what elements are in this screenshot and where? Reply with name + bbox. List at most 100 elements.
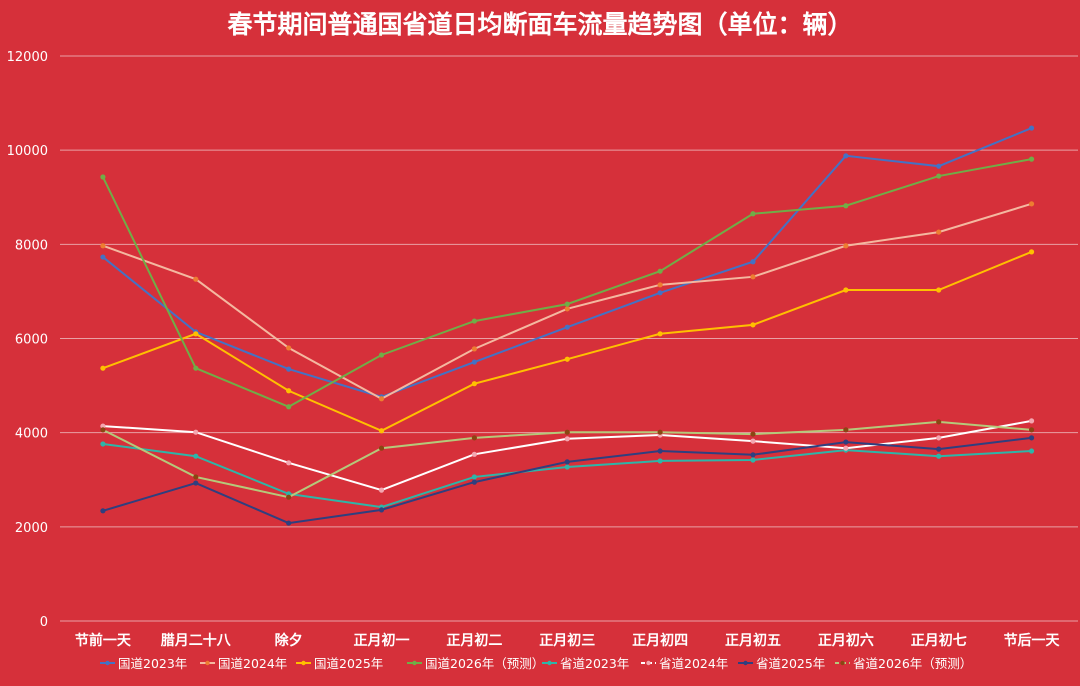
series-line <box>102 436 1032 525</box>
data-point <box>657 429 663 435</box>
legend-label: 省道2023年 <box>560 656 629 671</box>
data-point <box>843 243 849 249</box>
chart-title: 春节期间普通国省道日均断面车流量趋势图（单位：辆） <box>227 10 852 39</box>
data-point <box>936 435 942 441</box>
series-7 <box>100 419 1035 500</box>
data-point <box>657 448 663 454</box>
data-point <box>1028 125 1035 131</box>
data-point <box>564 459 570 465</box>
data-point <box>1028 435 1035 441</box>
data-point <box>100 508 106 514</box>
data-point <box>750 211 756 217</box>
data-point <box>378 396 385 402</box>
series-line <box>102 442 1032 509</box>
data-point <box>286 404 292 410</box>
y-tick-label: 0 <box>40 615 48 630</box>
data-point <box>843 203 849 209</box>
data-point <box>1028 249 1035 255</box>
series-2 <box>100 249 1035 434</box>
series-line <box>102 250 1032 432</box>
data-point <box>471 346 477 352</box>
data-point <box>843 445 849 451</box>
series-line <box>102 158 1032 408</box>
data-point <box>936 163 942 169</box>
data-point <box>750 259 756 265</box>
x-axis: 节前一天 腊月二十八 除夕 正月初一 正月初二 正月初三 正月初四 正月初五 正月初六 正月初七 节… <box>75 632 1061 649</box>
data-point <box>564 301 570 307</box>
data-point <box>286 520 292 526</box>
data-point <box>564 429 570 435</box>
y-tick-label: 8000 <box>15 238 48 253</box>
series-3 <box>100 156 1035 410</box>
legend-item: 国道2024年 <box>200 656 287 671</box>
data-point <box>193 365 199 371</box>
legend-marker <box>646 660 651 666</box>
legend-label: 省道2025年 <box>756 656 825 671</box>
legend-item: 国道2026年（预测） <box>407 656 544 671</box>
legend-marker <box>547 660 552 666</box>
data-point <box>564 324 570 330</box>
data-point <box>936 419 942 425</box>
y-tick-label: 12000 <box>7 50 48 65</box>
data-point <box>657 282 663 288</box>
data-point <box>657 268 663 274</box>
data-point <box>843 427 849 433</box>
y-tick-label: 6000 <box>15 333 48 348</box>
data-point <box>843 439 849 445</box>
data-point <box>471 435 477 441</box>
data-point <box>843 287 849 293</box>
data-point <box>193 276 199 282</box>
data-point <box>193 474 199 480</box>
data-point <box>750 457 756 463</box>
data-point <box>286 366 292 372</box>
data-point <box>750 438 756 444</box>
x-tick-label: 正月初一 <box>354 632 410 649</box>
series-lines <box>100 125 1035 526</box>
data-point <box>378 428 385 434</box>
data-point <box>750 322 756 328</box>
data-point <box>286 494 292 500</box>
data-point <box>378 487 385 493</box>
data-point <box>193 453 199 459</box>
series-5 <box>100 418 1035 493</box>
data-point <box>471 318 477 324</box>
data-point <box>471 451 477 457</box>
x-tick-label: 节后一天 <box>1004 632 1061 649</box>
legend-item: 国道2025年 <box>296 656 383 671</box>
data-point <box>936 173 942 179</box>
legend-marker <box>840 660 845 666</box>
data-point <box>1028 427 1035 433</box>
data-point <box>193 429 199 435</box>
x-tick-label: 节前一天 <box>75 632 132 649</box>
legend-label: 国道2023年 <box>118 656 187 671</box>
x-tick-label: 正月初七 <box>911 632 967 649</box>
data-point <box>936 446 942 452</box>
data-point <box>657 458 663 464</box>
series-line <box>102 127 1032 398</box>
data-point <box>750 431 756 437</box>
data-point <box>936 287 942 293</box>
data-point <box>936 453 942 459</box>
legend-marker <box>205 660 210 666</box>
data-point <box>1028 448 1035 454</box>
legend-marker <box>301 660 306 666</box>
data-point <box>378 352 385 358</box>
data-point <box>564 436 570 442</box>
data-point <box>564 464 570 470</box>
legend-item: 省道2025年 <box>738 656 825 671</box>
y-tick-label: 10000 <box>7 144 48 159</box>
legend-item: 省道2024年 <box>641 656 728 671</box>
x-tick-label: 正月初五 <box>725 632 781 649</box>
legend-label: 国道2025年 <box>314 656 383 671</box>
data-point <box>843 153 849 159</box>
data-point <box>564 306 570 312</box>
legend-label: 省道2026年（预测） <box>853 656 972 671</box>
legend-label: 国道2026年（预测） <box>425 656 544 671</box>
legend-item: 省道2023年 <box>542 656 629 671</box>
data-point <box>1028 418 1035 424</box>
data-point <box>750 274 756 280</box>
data-point <box>100 243 106 249</box>
series-line <box>102 202 1032 400</box>
legend-item: 省道2026年（预测） <box>835 656 972 671</box>
data-point <box>471 381 477 387</box>
